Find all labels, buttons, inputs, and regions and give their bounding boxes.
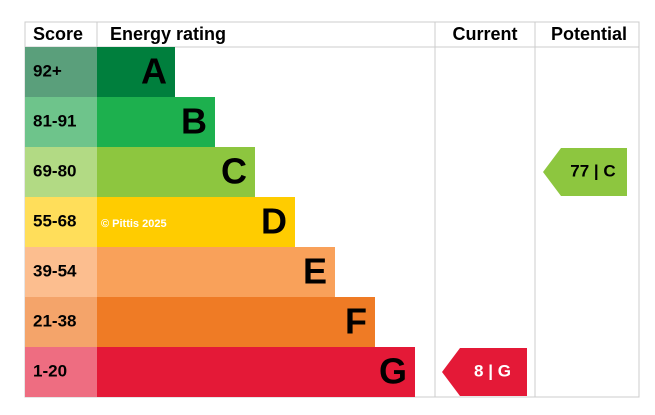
header-potential: Potential xyxy=(551,24,627,44)
score-label: 55-68 xyxy=(33,211,76,230)
score-cell xyxy=(25,47,97,97)
score-cell xyxy=(25,347,97,397)
header-score: Score xyxy=(33,24,83,44)
score-label: 39-54 xyxy=(33,261,77,280)
current-label: 8 | G xyxy=(474,361,511,380)
score-label: 92+ xyxy=(33,61,62,80)
score-label: 81-91 xyxy=(33,111,76,130)
score-cell xyxy=(25,247,97,297)
header-current: Current xyxy=(452,24,517,44)
score-label: 1-20 xyxy=(33,361,67,380)
header-rating: Energy rating xyxy=(110,24,226,44)
rating-letter: C xyxy=(221,151,247,192)
watermark: © Pittis 2025 xyxy=(101,218,167,230)
rating-bar xyxy=(97,147,255,197)
score-cell xyxy=(25,97,97,147)
rating-bar xyxy=(97,197,295,247)
rating-letter: B xyxy=(181,101,207,142)
potential-label: 77 | C xyxy=(570,161,615,180)
rating-letter: F xyxy=(345,301,367,342)
rating-bar xyxy=(97,47,175,97)
score-label: 69-80 xyxy=(33,161,76,180)
rating-letter: A xyxy=(141,51,167,92)
score-cell xyxy=(25,197,97,247)
score-cell xyxy=(25,147,97,197)
current-arrow xyxy=(442,348,527,396)
rating-letter: G xyxy=(379,351,407,392)
rating-letter: D xyxy=(261,201,287,242)
rating-bar xyxy=(97,97,215,147)
rating-bar xyxy=(97,347,415,397)
rating-bar xyxy=(97,297,375,347)
score-label: 21-38 xyxy=(33,311,76,330)
potential-arrow xyxy=(543,148,627,196)
rating-bar xyxy=(97,247,335,297)
score-cell xyxy=(25,297,97,347)
rating-letter: E xyxy=(303,251,327,292)
